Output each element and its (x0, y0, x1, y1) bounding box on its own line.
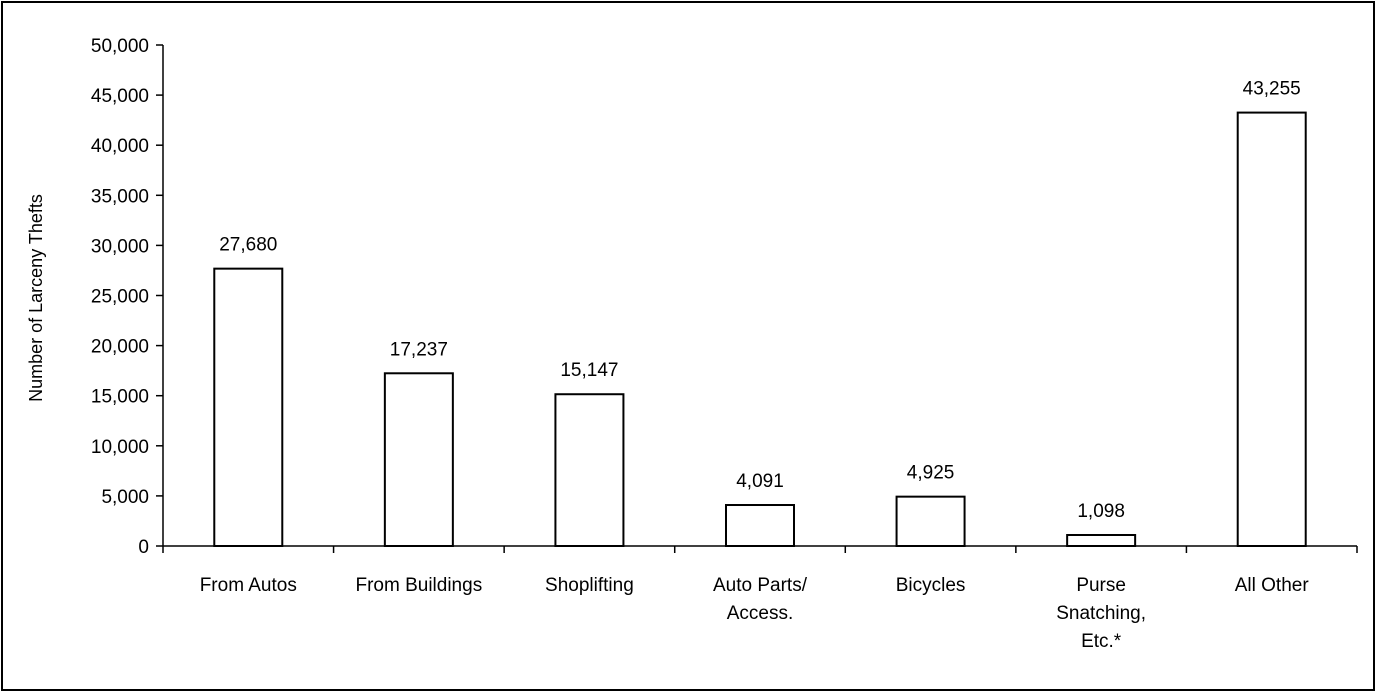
bar (895, 495, 966, 547)
y-tick-label: 30,000 (91, 236, 149, 257)
data-label: 27,680 (219, 235, 277, 256)
data-label: 17,237 (390, 339, 448, 360)
data-label: 43,255 (1243, 79, 1301, 100)
y-axis-title: Number of Larceny Thefts (26, 194, 46, 402)
y-tick-label: 20,000 (91, 337, 149, 358)
y-tick-label: 5,000 (101, 487, 149, 508)
y-tick-label: 10,000 (91, 437, 149, 458)
x-category-label: Bicycles (896, 575, 966, 596)
x-category-label: Purse Snatching, Etc.* (1056, 575, 1146, 652)
data-label: 4,091 (736, 471, 784, 492)
data-label: 15,147 (560, 360, 618, 381)
data-label: 1,098 (1077, 501, 1125, 522)
x-category-label: From Autos (200, 575, 297, 596)
y-tick-label: 0 (138, 537, 149, 558)
x-category-label: From Buildings (355, 575, 482, 596)
bars (213, 111, 1307, 548)
bar (554, 393, 625, 547)
y-tick-label: 45,000 (91, 86, 149, 107)
data-label: 4,925 (907, 463, 955, 484)
x-category-label: Shoplifting (545, 575, 634, 596)
bar (1066, 533, 1137, 548)
bar (725, 504, 795, 547)
y-axis: 0 5,000 10,000 15,000 20,000 25,000 30,000 35,0… (91, 36, 164, 558)
y-tick-label: 25,000 (91, 287, 149, 308)
y-tick-label: 15,000 (91, 387, 149, 408)
y-tick-label: 35,000 (91, 186, 149, 207)
y-tick-label: 50,000 (91, 36, 149, 57)
bar (383, 372, 454, 547)
x-category-label: Auto Parts/Access. (713, 575, 808, 624)
x-category-label: All Other (1235, 575, 1310, 596)
bar (213, 267, 284, 547)
bar (1236, 111, 1307, 547)
y-tick-label: 40,000 (91, 136, 149, 157)
x-axis: From Autos From Buildings Shoplifting Auto … (162, 545, 1358, 652)
data-labels: 27,680 17,237 15,147 4,091 4,925 1,098 43,255 (219, 79, 1301, 522)
